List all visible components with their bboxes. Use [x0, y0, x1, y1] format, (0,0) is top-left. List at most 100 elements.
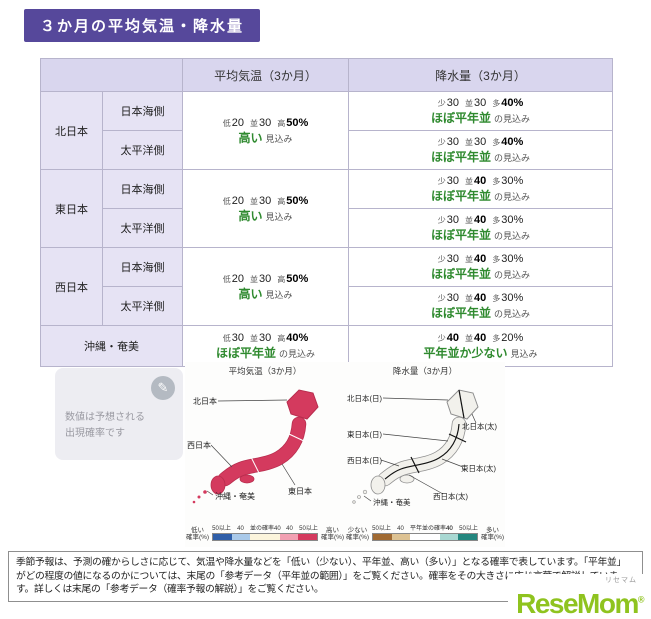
region-divider	[288, 433, 307, 443]
verdict-text: ほぼ平年並	[430, 228, 491, 242]
table-row: 太平洋側 少30 並40 多30% ほぼ平年並 の見込み	[41, 208, 613, 248]
legend-swatch	[373, 534, 392, 540]
verdict-text: 高い	[238, 286, 263, 301]
prob-label: 多	[492, 177, 501, 186]
prob-value: 20	[231, 116, 244, 129]
verdict-text: ほぼ平年並	[430, 306, 491, 320]
prob-value: 40	[473, 175, 487, 187]
seaside-boundary	[384, 423, 460, 480]
prob-label: 多	[492, 216, 501, 225]
prob-label: 高	[277, 118, 286, 128]
legend-tick: 40	[286, 526, 293, 532]
label-line	[210, 444, 233, 468]
okinawa-island	[203, 490, 207, 494]
legend-right-label: 多い 確率(%)	[480, 527, 505, 541]
logo-wordmark-text: ReseMom	[516, 588, 639, 619]
verdict-text: 平年並か少ない	[423, 346, 508, 360]
legend-tick: 40	[397, 526, 404, 532]
label-line	[217, 399, 288, 402]
label-line	[382, 433, 449, 442]
temp-map-panel: 平均気温（3か月） 北日本 西日本 東日本 沖縄・奄美 低い 確率(%)	[185, 362, 345, 547]
verdict-suffix: 見込み	[265, 133, 293, 144]
legend-tick: 50以上	[372, 526, 391, 532]
prob-value: 30	[258, 116, 272, 129]
prob-label: 少	[437, 294, 446, 303]
note-text: 数値は予想される 出現確率です	[65, 410, 145, 442]
logo-wordmark: ReseMom®	[516, 588, 644, 619]
side-label: 日本海側	[102, 91, 183, 131]
prob-label: 多	[492, 99, 501, 108]
map-label-north-pacific: 北日本(太)	[462, 421, 497, 431]
precip-cell-okinawa: 少40 並40 多20% 平年並か少ない 見込み	[348, 325, 613, 367]
shikoku-shape	[399, 474, 415, 484]
prob-label: 高	[277, 274, 286, 284]
label-line	[382, 397, 449, 401]
okinawa-island	[197, 495, 201, 499]
region-divider	[250, 456, 260, 474]
verdict-line: 平年並か少ない 見込み	[351, 345, 610, 362]
legend-left-label: 少ない 確率(%)	[345, 527, 370, 541]
temp-map-title: 平均気温（3か月）	[228, 366, 302, 376]
prob-label: 多	[492, 294, 501, 303]
prob-label: 多	[492, 255, 501, 264]
precip-column-header: 降水量（3か月）	[348, 58, 613, 92]
prob-value: 40	[446, 332, 459, 344]
verdict-line: ほぼ平年並 の見込み	[351, 266, 610, 283]
prob-label: 少	[437, 177, 446, 186]
prob-label: 並	[464, 334, 473, 343]
label-line	[471, 413, 477, 424]
label-line	[408, 474, 444, 495]
prob-value: 30	[473, 136, 487, 148]
verdict-text: ほぼ平年並	[430, 111, 491, 125]
probability-line: 少30 並40 多30%	[351, 290, 610, 305]
legend-swatch	[439, 534, 459, 540]
prob-label: 多	[492, 138, 501, 147]
prob-value: 30	[258, 332, 272, 344]
prob-label: 並	[464, 177, 473, 186]
label-line	[380, 459, 400, 467]
temp-column-header: 平均気温（3か月）	[182, 58, 349, 92]
map-label-okinawa: 沖縄・奄美	[215, 491, 255, 501]
prob-value: 50%	[286, 116, 309, 129]
legend-swatch	[250, 534, 280, 540]
legend-tick: 50以上	[299, 526, 318, 532]
temp-cell-east: 低20 並30 高50% 高い 見込み	[182, 169, 349, 248]
legend-swatch	[458, 534, 477, 540]
verdict-suffix: 見込み	[265, 289, 293, 300]
prob-label: 少	[437, 255, 446, 264]
probability-line: 低30 並30 高40%	[185, 330, 346, 345]
legend-text: 確率(%)	[480, 534, 505, 541]
prob-label: 低	[222, 118, 231, 128]
label-line	[363, 495, 372, 502]
honshu-shape	[218, 417, 306, 486]
table-row: 北日本 日本海側 低20 並30 高50% 高い 見込み 少30 並30 多40% ほぼ平…	[40, 91, 613, 170]
prob-value: 40	[473, 332, 487, 344]
prob-value: 20%	[501, 332, 524, 344]
legend-text: 多い	[486, 527, 499, 534]
region-label-okinawa: 沖縄・奄美	[40, 325, 183, 367]
side-label: 太平洋側	[102, 130, 183, 170]
legend-ticks: 50以上 40 並の確率40 40 50以上	[212, 525, 318, 533]
prob-value: 40%	[501, 97, 524, 109]
prob-value: 20	[231, 272, 244, 285]
resemom-logo: リセマム ReseMom®	[508, 574, 647, 619]
verdict-text: ほぼ平年並	[430, 150, 491, 164]
okinawa-island	[192, 500, 196, 504]
verdict-line: 高い 見込み	[185, 286, 346, 303]
prob-label: 高	[277, 196, 286, 206]
okinawa-island	[357, 495, 361, 499]
precip-map: 北日本(日) 北日本(太) 東日本(日) 西日本(日) 東日本(太) 西日本(太…	[347, 389, 497, 507]
okinawa-island	[362, 489, 368, 495]
verdict-text: 高い	[238, 130, 263, 145]
precip-legend: 少ない 確率(%) 50以上 40 平年並の確率40 40 50以上	[345, 525, 505, 541]
legend-swatch	[231, 534, 251, 540]
note-line: 数値は予想される	[65, 412, 145, 423]
probability-line: 少30 並40 多30%	[351, 251, 610, 266]
prob-value: 40%	[286, 332, 309, 344]
table-row: 太平洋側 少30 並40 多30% ほぼ平年並 の見込み	[41, 286, 613, 326]
legend-tick: 平年並の確率40	[410, 526, 453, 532]
map-label-east-pacific: 東日本(太)	[461, 463, 496, 473]
legend-colorbar	[212, 533, 318, 541]
logo-katakana: リセマム	[605, 577, 637, 584]
